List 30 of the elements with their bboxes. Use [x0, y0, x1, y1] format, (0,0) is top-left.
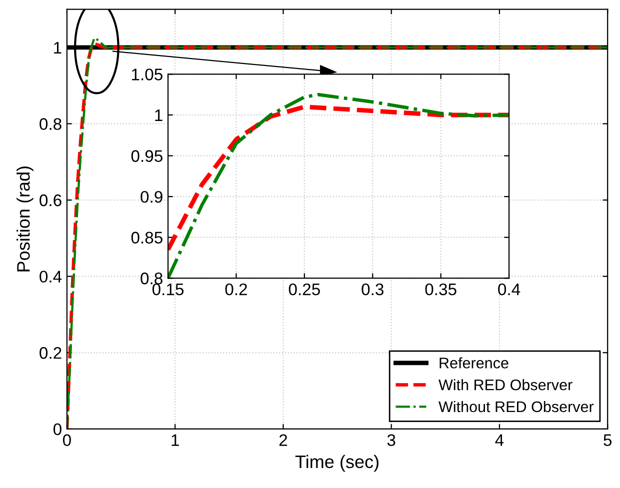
x-tick-label: 0	[62, 434, 71, 446]
y-tick-label: 1	[54, 42, 62, 54]
y-tick-label: 0	[53, 423, 62, 436]
y-tick-label: 1	[155, 110, 162, 122]
x-tick-label: 2	[279, 434, 288, 446]
legend-label: Reference	[440, 357, 508, 368]
y-tick-label: 0.8	[40, 118, 62, 130]
x-tick-label: 0.4	[498, 283, 520, 296]
x-tick-label: 0.25	[288, 283, 320, 296]
y-tick-label: 0.95	[131, 150, 162, 162]
y-tick-label: 0.9	[140, 190, 162, 203]
y-tick-label: 1.05	[132, 68, 162, 80]
y-axis-title: Position (rad)	[16, 166, 34, 272]
y-tick-label: 0.2	[40, 347, 62, 359]
x-tick-label: 1	[172, 434, 179, 446]
x-axis-title: Time (sec)	[295, 454, 378, 472]
x-tick-label: 0.2	[225, 283, 247, 296]
x-tick-label: 4	[495, 434, 504, 446]
x-tick-label: 3	[387, 434, 396, 446]
x-tick-label: 5	[604, 434, 612, 446]
x-tick-label: 0.3	[362, 283, 384, 296]
legend-label: With RED Observer	[438, 379, 572, 390]
y-tick-label: 0.6	[40, 194, 62, 206]
legend-label: Without RED Observer	[438, 400, 594, 412]
y-tick-label: 0.8	[140, 272, 162, 284]
line-series	[168, 104, 510, 252]
y-tick-label: 0.4	[40, 270, 62, 283]
x-tick-label: 0.35	[425, 283, 456, 296]
x-tick-label: 0.15	[152, 283, 184, 296]
y-tick-label: 0.85	[131, 232, 162, 244]
